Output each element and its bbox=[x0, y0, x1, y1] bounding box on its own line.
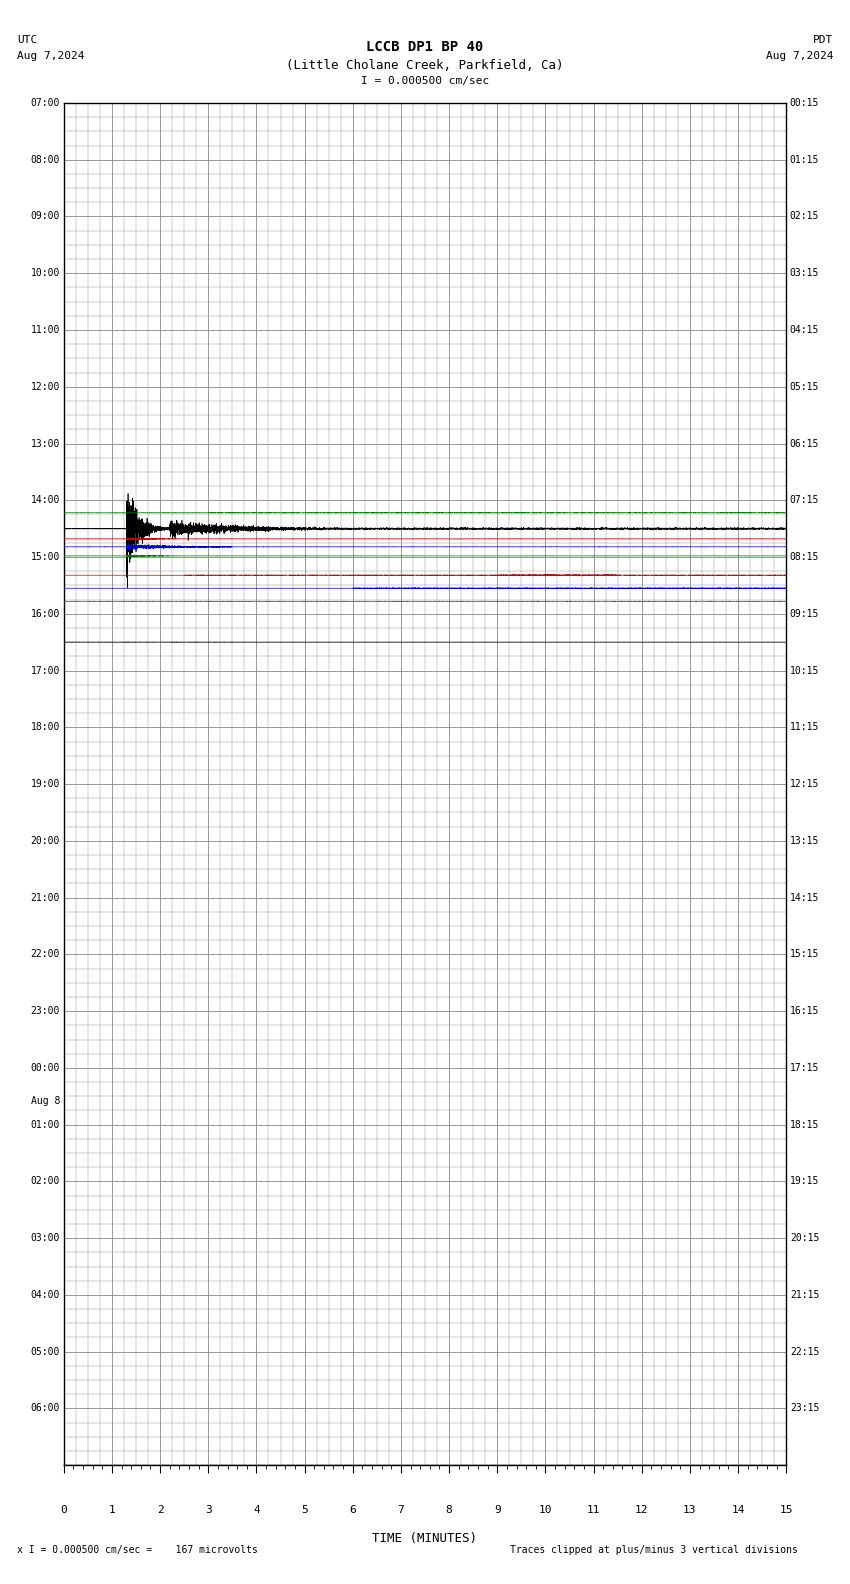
Text: 16:15: 16:15 bbox=[790, 1006, 819, 1015]
Text: 14:00: 14:00 bbox=[31, 496, 60, 505]
Text: 05:00: 05:00 bbox=[31, 1346, 60, 1356]
Text: 09:00: 09:00 bbox=[31, 212, 60, 222]
Text: 14:15: 14:15 bbox=[790, 893, 819, 903]
Text: 20:00: 20:00 bbox=[31, 836, 60, 846]
Text: 07:00: 07:00 bbox=[31, 98, 60, 108]
Text: Aug 8: Aug 8 bbox=[31, 1096, 60, 1106]
Text: 07:15: 07:15 bbox=[790, 496, 819, 505]
Text: 15:15: 15:15 bbox=[790, 949, 819, 960]
Text: 23:15: 23:15 bbox=[790, 1403, 819, 1413]
Text: 02:15: 02:15 bbox=[790, 212, 819, 222]
Text: 09:15: 09:15 bbox=[790, 608, 819, 619]
Text: 22:00: 22:00 bbox=[31, 949, 60, 960]
Text: 13:15: 13:15 bbox=[790, 836, 819, 846]
Text: 00:00: 00:00 bbox=[31, 1063, 60, 1072]
Text: I = 0.000500 cm/sec: I = 0.000500 cm/sec bbox=[361, 76, 489, 86]
Text: 06:15: 06:15 bbox=[790, 439, 819, 448]
Text: x I = 0.000500 cm/sec =    167 microvolts: x I = 0.000500 cm/sec = 167 microvolts bbox=[17, 1546, 258, 1555]
Text: 18:00: 18:00 bbox=[31, 722, 60, 732]
Text: 15:00: 15:00 bbox=[31, 553, 60, 562]
Text: (Little Cholane Creek, Parkfield, Ca): (Little Cholane Creek, Parkfield, Ca) bbox=[286, 59, 564, 71]
Text: 18:15: 18:15 bbox=[790, 1120, 819, 1129]
Text: 03:00: 03:00 bbox=[31, 1234, 60, 1243]
Text: 00:15: 00:15 bbox=[790, 98, 819, 108]
Text: 11:00: 11:00 bbox=[31, 325, 60, 334]
Text: 22:15: 22:15 bbox=[790, 1346, 819, 1356]
Text: 17:00: 17:00 bbox=[31, 665, 60, 675]
Text: 10:15: 10:15 bbox=[790, 665, 819, 675]
Text: Aug 7,2024: Aug 7,2024 bbox=[766, 51, 833, 60]
Text: 21:00: 21:00 bbox=[31, 893, 60, 903]
Text: 01:15: 01:15 bbox=[790, 155, 819, 165]
Text: 03:15: 03:15 bbox=[790, 268, 819, 279]
Text: 02:00: 02:00 bbox=[31, 1177, 60, 1186]
Text: 20:15: 20:15 bbox=[790, 1234, 819, 1243]
Text: 10:00: 10:00 bbox=[31, 268, 60, 279]
Text: 11:15: 11:15 bbox=[790, 722, 819, 732]
Text: 13:00: 13:00 bbox=[31, 439, 60, 448]
Text: 05:15: 05:15 bbox=[790, 382, 819, 391]
Text: 17:15: 17:15 bbox=[790, 1063, 819, 1072]
Text: 16:00: 16:00 bbox=[31, 608, 60, 619]
Text: PDT: PDT bbox=[813, 35, 833, 44]
Text: 08:15: 08:15 bbox=[790, 553, 819, 562]
Text: 21:15: 21:15 bbox=[790, 1289, 819, 1300]
Text: TIME (MINUTES): TIME (MINUTES) bbox=[372, 1532, 478, 1544]
Text: LCCB DP1 BP 40: LCCB DP1 BP 40 bbox=[366, 40, 484, 54]
Text: 23:00: 23:00 bbox=[31, 1006, 60, 1015]
Text: 12:15: 12:15 bbox=[790, 779, 819, 789]
Text: UTC: UTC bbox=[17, 35, 37, 44]
Text: 04:15: 04:15 bbox=[790, 325, 819, 334]
Text: 12:00: 12:00 bbox=[31, 382, 60, 391]
Text: 08:00: 08:00 bbox=[31, 155, 60, 165]
Text: 19:00: 19:00 bbox=[31, 779, 60, 789]
Text: 06:00: 06:00 bbox=[31, 1403, 60, 1413]
Text: 01:00: 01:00 bbox=[31, 1120, 60, 1129]
Text: 19:15: 19:15 bbox=[790, 1177, 819, 1186]
Text: Aug 7,2024: Aug 7,2024 bbox=[17, 51, 84, 60]
Text: 04:00: 04:00 bbox=[31, 1289, 60, 1300]
Text: Traces clipped at plus/minus 3 vertical divisions: Traces clipped at plus/minus 3 vertical … bbox=[510, 1546, 798, 1555]
